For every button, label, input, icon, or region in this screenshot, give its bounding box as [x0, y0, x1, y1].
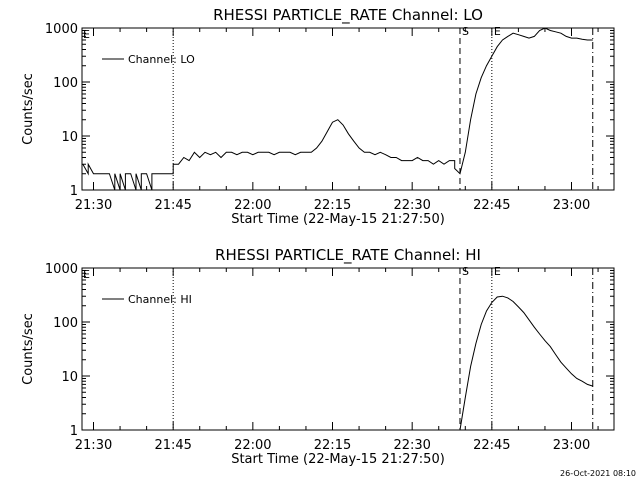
legend-label: Channel: HI [128, 293, 192, 306]
chart-panel-hi: RHESSI PARTICLE_RATE Channel: HI 1 10 100 10… [21, 246, 615, 467]
series-line-0 [82, 27, 593, 191]
x-tick-label: 22:45 [473, 438, 510, 453]
x-tick-label: 21:45 [154, 198, 191, 213]
marker-label: E [494, 265, 501, 278]
y-tick-label: 100 [53, 316, 78, 331]
corner-label: E [83, 268, 90, 281]
y-tick-label: 1000 [45, 22, 78, 37]
chart-panel-lo: RHESSI PARTICLE_RATE Channel: LO 1 10 100 10… [21, 6, 615, 227]
series-line-1 [459, 295, 593, 431]
plot-frame [81, 267, 615, 431]
x-tick-label: 23:00 [553, 438, 590, 453]
x-tick-label: 23:00 [553, 198, 590, 213]
x-axis-label: Start Time (22-May-15 21:27:50) [231, 452, 445, 467]
chart-title: RHESSI PARTICLE_RATE Channel: HI [215, 246, 481, 265]
y-tick-label: 100 [53, 76, 78, 91]
x-tick-label: 21:30 [75, 198, 112, 213]
legend-label: Channel: LO [128, 53, 195, 66]
y-axis-label: Counts/sec [21, 313, 36, 385]
x-tick-label: 22:15 [314, 438, 351, 453]
x-tick-label: 22:45 [473, 198, 510, 213]
y-tick-label: 10 [61, 370, 78, 385]
y-tick-label: 1 [70, 424, 78, 439]
corner-label: E [83, 28, 90, 41]
footer-timestamp: 26-Oct-2021 08:10 [560, 469, 636, 478]
x-tick-label: 22:00 [234, 438, 271, 453]
x-tick-label: 21:45 [154, 438, 191, 453]
marker-label: S [462, 25, 469, 38]
marker-label: S [462, 265, 469, 278]
x-tick-label: 22:15 [314, 198, 351, 213]
x-tick-label: 22:30 [393, 198, 430, 213]
marker-label: E [494, 25, 501, 38]
y-tick-label: 10 [61, 130, 78, 145]
x-tick-label: 22:30 [393, 438, 430, 453]
x-tick-label: 21:30 [75, 438, 112, 453]
chart-title: RHESSI PARTICLE_RATE Channel: LO [213, 6, 483, 25]
plot-frame [81, 27, 615, 191]
x-axis-label: Start Time (22-May-15 21:27:50) [231, 212, 445, 227]
y-tick-label: 1000 [45, 262, 78, 277]
x-tick-label: 22:00 [234, 198, 271, 213]
y-axis-label: Counts/sec [21, 73, 36, 145]
y-tick-label: 1 [70, 184, 78, 199]
